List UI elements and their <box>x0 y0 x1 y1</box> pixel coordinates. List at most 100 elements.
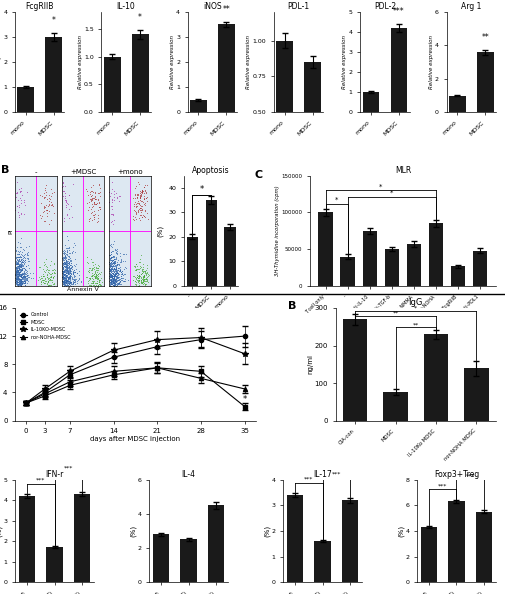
Y-axis label: (%): (%) <box>0 525 2 537</box>
Point <box>19 260 27 270</box>
Point <box>59 266 67 275</box>
Point <box>60 275 68 285</box>
Point <box>107 261 115 271</box>
Point <box>63 275 71 285</box>
Point <box>114 278 122 287</box>
Point <box>66 264 74 273</box>
Point <box>59 253 67 263</box>
Point <box>108 219 116 229</box>
Point <box>17 269 25 279</box>
Point <box>22 243 30 252</box>
Point <box>23 250 31 260</box>
Text: ***: *** <box>331 471 340 476</box>
Point <box>49 279 58 288</box>
Point <box>106 271 114 280</box>
Point <box>111 276 119 286</box>
Point <box>84 276 92 286</box>
Point <box>107 281 115 290</box>
Point <box>15 277 23 287</box>
Point <box>138 268 146 277</box>
Point <box>18 248 26 257</box>
Point <box>111 248 119 258</box>
Point <box>139 211 147 221</box>
Point <box>108 274 116 283</box>
Point <box>12 262 20 271</box>
Point <box>16 267 24 276</box>
Point <box>38 276 46 285</box>
Title: Foxp3+Treg: Foxp3+Treg <box>433 470 478 479</box>
Point <box>63 262 71 271</box>
Point <box>15 264 23 273</box>
Point <box>88 199 96 208</box>
Point <box>133 273 141 282</box>
Point <box>94 260 102 270</box>
Point <box>62 249 70 259</box>
Point <box>107 271 115 280</box>
Point <box>143 273 151 282</box>
Point <box>110 274 118 283</box>
Point <box>97 277 106 286</box>
Point <box>112 276 120 285</box>
Point <box>19 264 27 273</box>
Point <box>42 263 50 272</box>
Point <box>90 268 98 277</box>
Point <box>84 214 92 224</box>
Point <box>131 206 139 216</box>
Point <box>143 192 151 201</box>
Point <box>106 260 114 270</box>
Point <box>111 258 119 268</box>
Point <box>109 279 117 288</box>
Point <box>136 269 144 279</box>
Point <box>86 274 94 283</box>
Point <box>136 279 144 288</box>
Point <box>107 252 115 262</box>
Point <box>67 261 75 270</box>
Point <box>62 254 70 263</box>
Point <box>64 277 72 287</box>
Point <box>63 198 71 208</box>
Point <box>17 208 25 218</box>
Title: IgG: IgG <box>408 298 422 307</box>
Point <box>44 276 52 285</box>
Point <box>62 256 70 266</box>
Point <box>134 270 142 279</box>
Point <box>88 257 96 266</box>
Bar <box>19 496 35 582</box>
Point <box>17 266 25 276</box>
Point <box>105 263 113 272</box>
Point <box>15 274 23 284</box>
Point <box>137 277 145 287</box>
Point <box>109 271 117 280</box>
Point <box>59 273 67 282</box>
Point <box>16 271 24 280</box>
Point <box>108 195 116 205</box>
Point <box>16 259 24 268</box>
Point <box>60 277 68 287</box>
Point <box>114 263 122 272</box>
Point <box>141 274 149 283</box>
Point <box>108 278 116 287</box>
Point <box>92 272 100 282</box>
Point <box>63 281 71 290</box>
Point <box>134 275 142 285</box>
Point <box>108 272 116 282</box>
Point <box>17 266 25 275</box>
Point <box>16 251 24 261</box>
Point <box>58 273 66 282</box>
Point <box>67 201 75 210</box>
Point <box>106 268 114 278</box>
Point <box>61 276 69 286</box>
Bar <box>448 96 465 112</box>
Point <box>49 273 57 282</box>
Point <box>92 199 100 208</box>
Point <box>108 280 116 289</box>
Point <box>94 276 103 285</box>
Point <box>85 273 93 283</box>
Y-axis label: ng/ml: ng/ml <box>307 354 313 374</box>
Point <box>63 266 71 275</box>
Point <box>14 266 22 276</box>
Point <box>35 263 43 272</box>
Point <box>107 280 115 289</box>
Point <box>48 273 57 282</box>
Text: ***: *** <box>437 484 446 488</box>
